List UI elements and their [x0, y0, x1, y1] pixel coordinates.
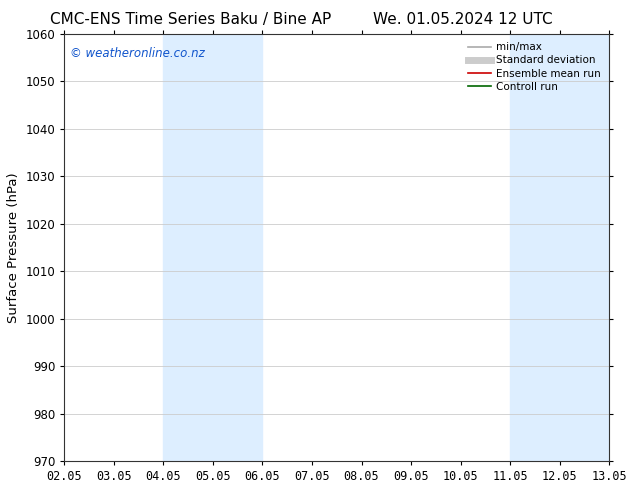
Legend: min/max, Standard deviation, Ensemble mean run, Controll run: min/max, Standard deviation, Ensemble me… [465, 39, 604, 95]
Bar [510, 34, 609, 461]
Text: We. 01.05.2024 12 UTC: We. 01.05.2024 12 UTC [373, 12, 553, 27]
Y-axis label: Surface Pressure (hPa): Surface Pressure (hPa) [7, 172, 20, 323]
Text: CMC-ENS Time Series Baku / Bine AP: CMC-ENS Time Series Baku / Bine AP [49, 12, 331, 27]
Bar [164, 34, 262, 461]
Text: © weatheronline.co.nz: © weatheronline.co.nz [70, 47, 205, 60]
